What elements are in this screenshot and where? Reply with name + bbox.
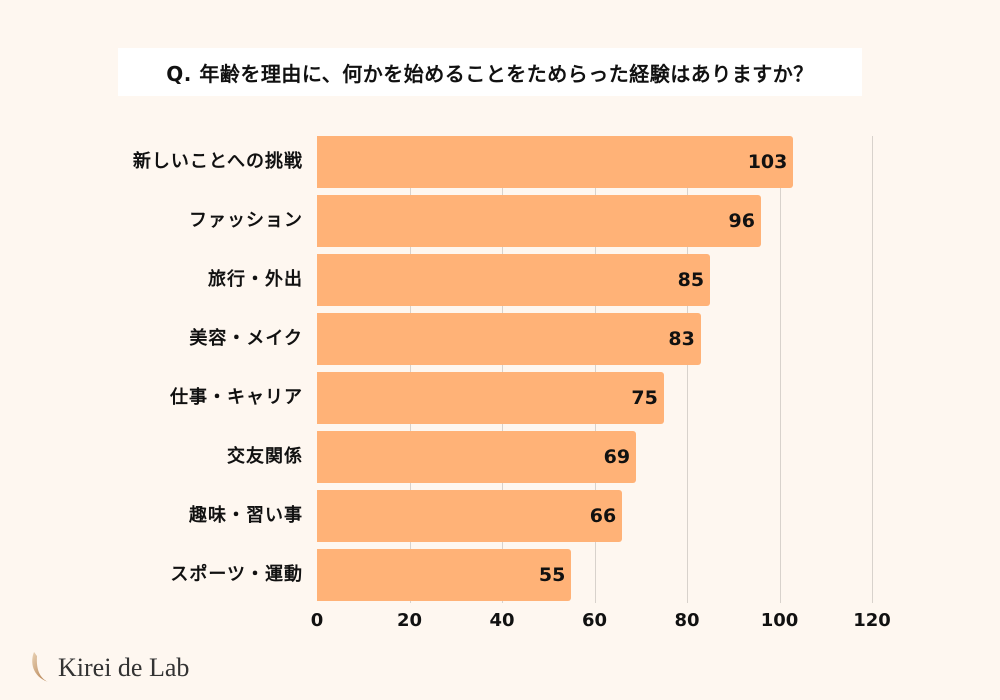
bar: 55 bbox=[317, 549, 572, 601]
gridline bbox=[409, 136, 411, 603]
gridline bbox=[779, 136, 781, 603]
category-label: 新しいことへの挑戦 bbox=[132, 151, 303, 172]
bar-value-label: 69 bbox=[603, 446, 631, 468]
x-tick-label: 100 bbox=[760, 610, 799, 631]
chart-title-box: Q. 年齢を理由に、何かを始めることをためらった経験はありますか？ bbox=[118, 48, 862, 96]
bar-value-label: 96 bbox=[728, 210, 755, 232]
bar-value-label: 55 bbox=[538, 564, 566, 586]
chart-title: Q. 年齢を理由に、何かを始めることをためらった経験はありますか？ bbox=[166, 61, 814, 86]
bar-value-label: 83 bbox=[668, 328, 695, 350]
x-tick-label: 40 bbox=[489, 610, 515, 631]
x-tick-label: 80 bbox=[674, 610, 700, 631]
bar-value-label: 75 bbox=[631, 387, 658, 409]
gridline bbox=[594, 136, 596, 603]
bar-value-label: 103 bbox=[747, 151, 788, 173]
bar: 96 bbox=[317, 195, 761, 247]
gridline bbox=[502, 136, 503, 603]
brand-logo: Kirei de Lab bbox=[28, 650, 189, 686]
x-tick-label: 60 bbox=[581, 610, 608, 631]
category-label: 交友関係 bbox=[227, 446, 303, 467]
bar-value-label: 85 bbox=[677, 269, 705, 291]
x-tick-label: 120 bbox=[853, 610, 891, 631]
bar: 69 bbox=[317, 431, 637, 483]
bar: 85 bbox=[317, 254, 711, 306]
bar-value-label: 66 bbox=[589, 505, 617, 527]
category-label: 仕事・キャリア bbox=[170, 387, 303, 408]
category-label: 趣味・習い事 bbox=[189, 505, 303, 526]
gridline bbox=[687, 136, 688, 603]
category-label: スポーツ・運動 bbox=[170, 564, 303, 585]
category-label: ファッション bbox=[189, 210, 303, 231]
bar: 75 bbox=[317, 372, 664, 424]
x-tick-label: 20 bbox=[396, 610, 423, 631]
brand-name: Kirei de Lab bbox=[58, 653, 190, 682]
plot-area: 103 96 85 83 75 69 66 55 bbox=[317, 130, 917, 605]
gridline bbox=[872, 136, 873, 603]
bar: 66 bbox=[317, 490, 623, 542]
category-label: 旅行・外出 bbox=[208, 269, 303, 290]
category-label: 美容・メイク bbox=[189, 328, 303, 349]
bar: 103 bbox=[317, 136, 794, 188]
feather-mark-icon bbox=[32, 652, 48, 682]
bar: 83 bbox=[317, 313, 701, 365]
x-tick-label: 0 bbox=[310, 610, 324, 631]
